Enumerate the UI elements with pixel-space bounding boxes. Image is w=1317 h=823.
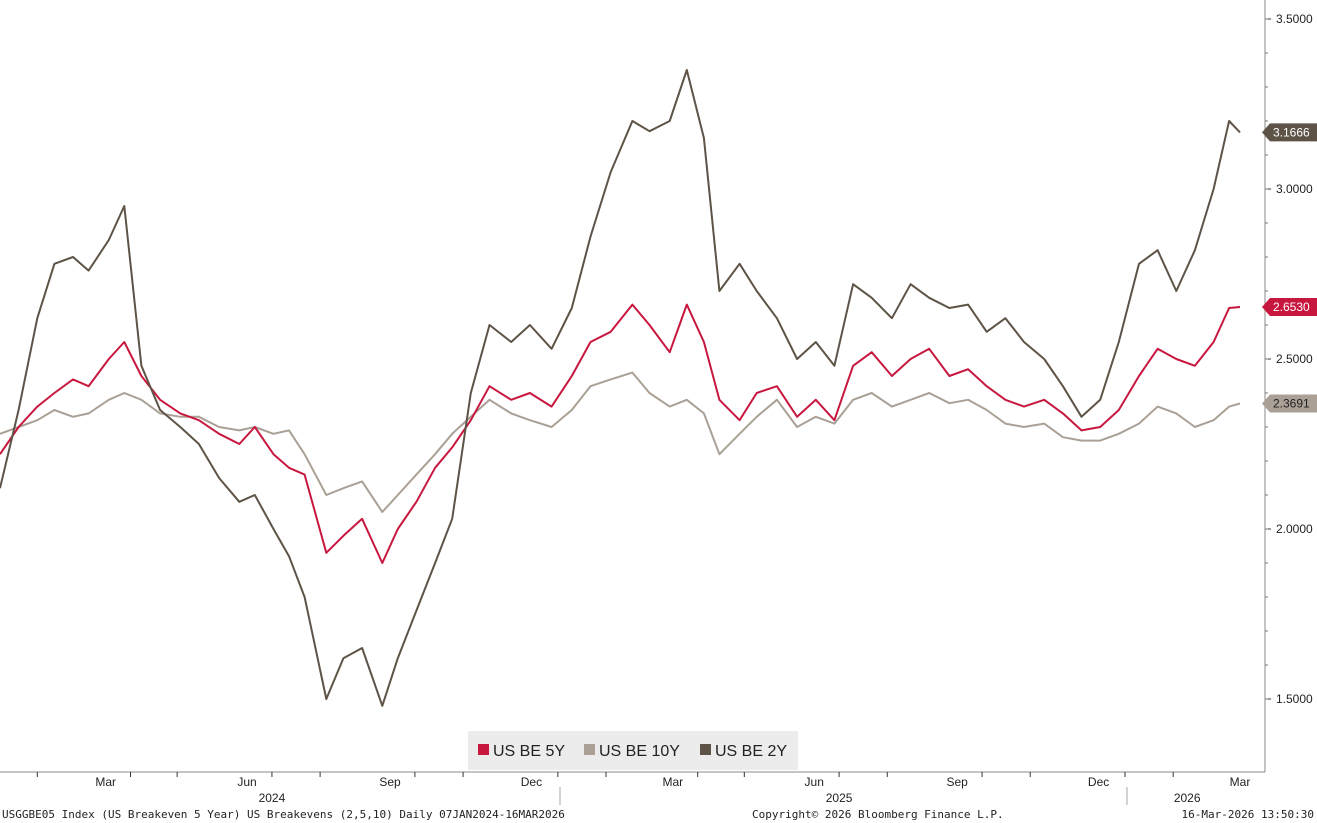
footer-copyright: Copyright© 2026 Bloomberg Finance L.P. [752, 808, 1004, 821]
legend-label-us-be-2y: US BE 2Y [715, 743, 787, 760]
y-tick-label: 3.5000 [1276, 12, 1313, 26]
value-badge-label-us-be-5y: 2.6530 [1273, 300, 1310, 314]
value-badges: 2.6530 2.3691 3.1666 [1262, 123, 1317, 413]
legend-swatch-us-be-10y [584, 744, 595, 755]
legend-label-us-be-10y: US BE 10Y [599, 743, 680, 760]
footer-source: USGGBE05 Index (US Breakeven 5 Year) US … [2, 808, 565, 821]
value-badge-us-be-2y [1262, 123, 1317, 142]
x-axis: Mar Jun Sep Dec Mar Jun Sep Dec Mar 2024 2025 2026 [36, 772, 1251, 805]
legend-swatch-us-be-5y [478, 744, 489, 755]
value-badge-us-be-5y [1262, 297, 1317, 316]
x-year-label: 2024 [259, 791, 286, 805]
value-badge-us-be-10y [1262, 394, 1317, 413]
y-tick-label: 2.5000 [1276, 352, 1313, 366]
x-year-label: 2026 [1174, 791, 1201, 805]
x-tick-label: Mar [1230, 775, 1251, 789]
x-tick-label: Sep [379, 775, 401, 789]
legend-swatch-us-be-2y [700, 744, 711, 755]
legend-background [468, 731, 798, 770]
footer-timestamp: 16-Mar-2026 13:50:30 [1182, 808, 1314, 821]
legend: US BE 5Y US BE 10Y US BE 2Y [468, 731, 798, 770]
x-tick-label: Dec [521, 775, 542, 789]
series-layer [0, 69, 1241, 707]
legend-label-us-be-5y: US BE 5Y [493, 743, 565, 760]
y-tick-label: 1.5000 [1276, 692, 1313, 706]
x-tick-label: Sep [947, 775, 969, 789]
series-line-us-be-2y [0, 69, 1241, 707]
x-year-label: 2025 [826, 791, 853, 805]
y-tick-label: 2.0000 [1276, 522, 1313, 536]
x-tick-label: Mar [95, 775, 116, 789]
x-tick-label: Mar [662, 775, 683, 789]
value-badge-label-us-be-10y: 2.3691 [1273, 397, 1310, 411]
series-line-us-be-10y [0, 371, 1241, 513]
x-tick-label: Dec [1088, 775, 1109, 789]
y-tick-label: 3.0000 [1276, 182, 1313, 196]
series-line-us-be-5y [0, 303, 1241, 564]
y-axis: 1.5000 2.0000 2.5000 3.0000 3.5000 [1265, 12, 1313, 706]
x-tick-label: Jun [237, 775, 256, 789]
x-tick-label: Jun [805, 775, 824, 789]
value-badge-label-us-be-2y: 3.1666 [1273, 125, 1310, 139]
